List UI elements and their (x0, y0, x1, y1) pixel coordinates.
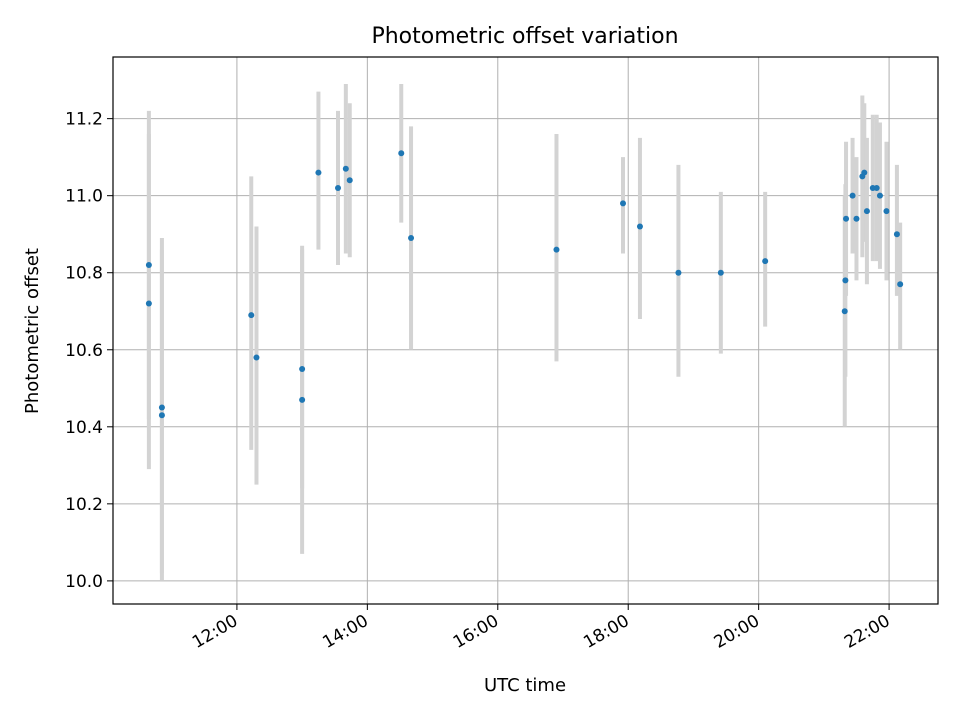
data-point (553, 246, 560, 253)
data-point (841, 308, 848, 315)
y-tick-label: 11.0 (65, 187, 103, 207)
data-point (843, 215, 850, 222)
data-point (861, 169, 868, 176)
data-point (342, 165, 349, 172)
data-point (863, 208, 870, 215)
x-axis-label: UTC time (484, 675, 566, 696)
data-point (408, 235, 415, 242)
data-point (762, 258, 769, 265)
data-point (299, 366, 306, 373)
y-tick-label: 10.6 (65, 341, 103, 361)
data-point (398, 150, 405, 157)
data-point (315, 169, 322, 176)
y-tick-label: 11.2 (65, 110, 103, 130)
data-point (253, 354, 260, 361)
data-point (897, 281, 904, 288)
chart-title: Photometric offset variation (371, 24, 678, 49)
y-axis-label: Photometric offset (22, 248, 43, 414)
data-point (853, 215, 860, 222)
data-point (717, 269, 724, 276)
data-point (145, 300, 152, 307)
data-point (158, 404, 165, 411)
data-point (335, 184, 341, 191)
data-point (883, 208, 890, 215)
y-axis: 10.0 10.2 10.4 10.6 10.8 11.0 11.2 (65, 110, 113, 592)
data-point (893, 231, 900, 238)
data-points (145, 150, 904, 419)
y-tick-label: 10.4 (65, 418, 103, 438)
y-tick-label: 10.2 (65, 495, 103, 515)
data-point (849, 192, 856, 199)
data-point (842, 277, 849, 284)
data-point (873, 184, 880, 191)
plot-frame (112, 56, 939, 605)
data-point (299, 396, 306, 403)
data-point (158, 412, 165, 419)
data-point (636, 223, 643, 230)
data-point (876, 192, 883, 199)
data-point (145, 262, 152, 269)
y-tick-label: 10.0 (65, 572, 103, 592)
data-point (248, 312, 255, 319)
y-tick-label: 10.8 (65, 264, 103, 284)
data-point (346, 177, 353, 184)
data-point (675, 269, 682, 276)
data-point (620, 200, 626, 207)
